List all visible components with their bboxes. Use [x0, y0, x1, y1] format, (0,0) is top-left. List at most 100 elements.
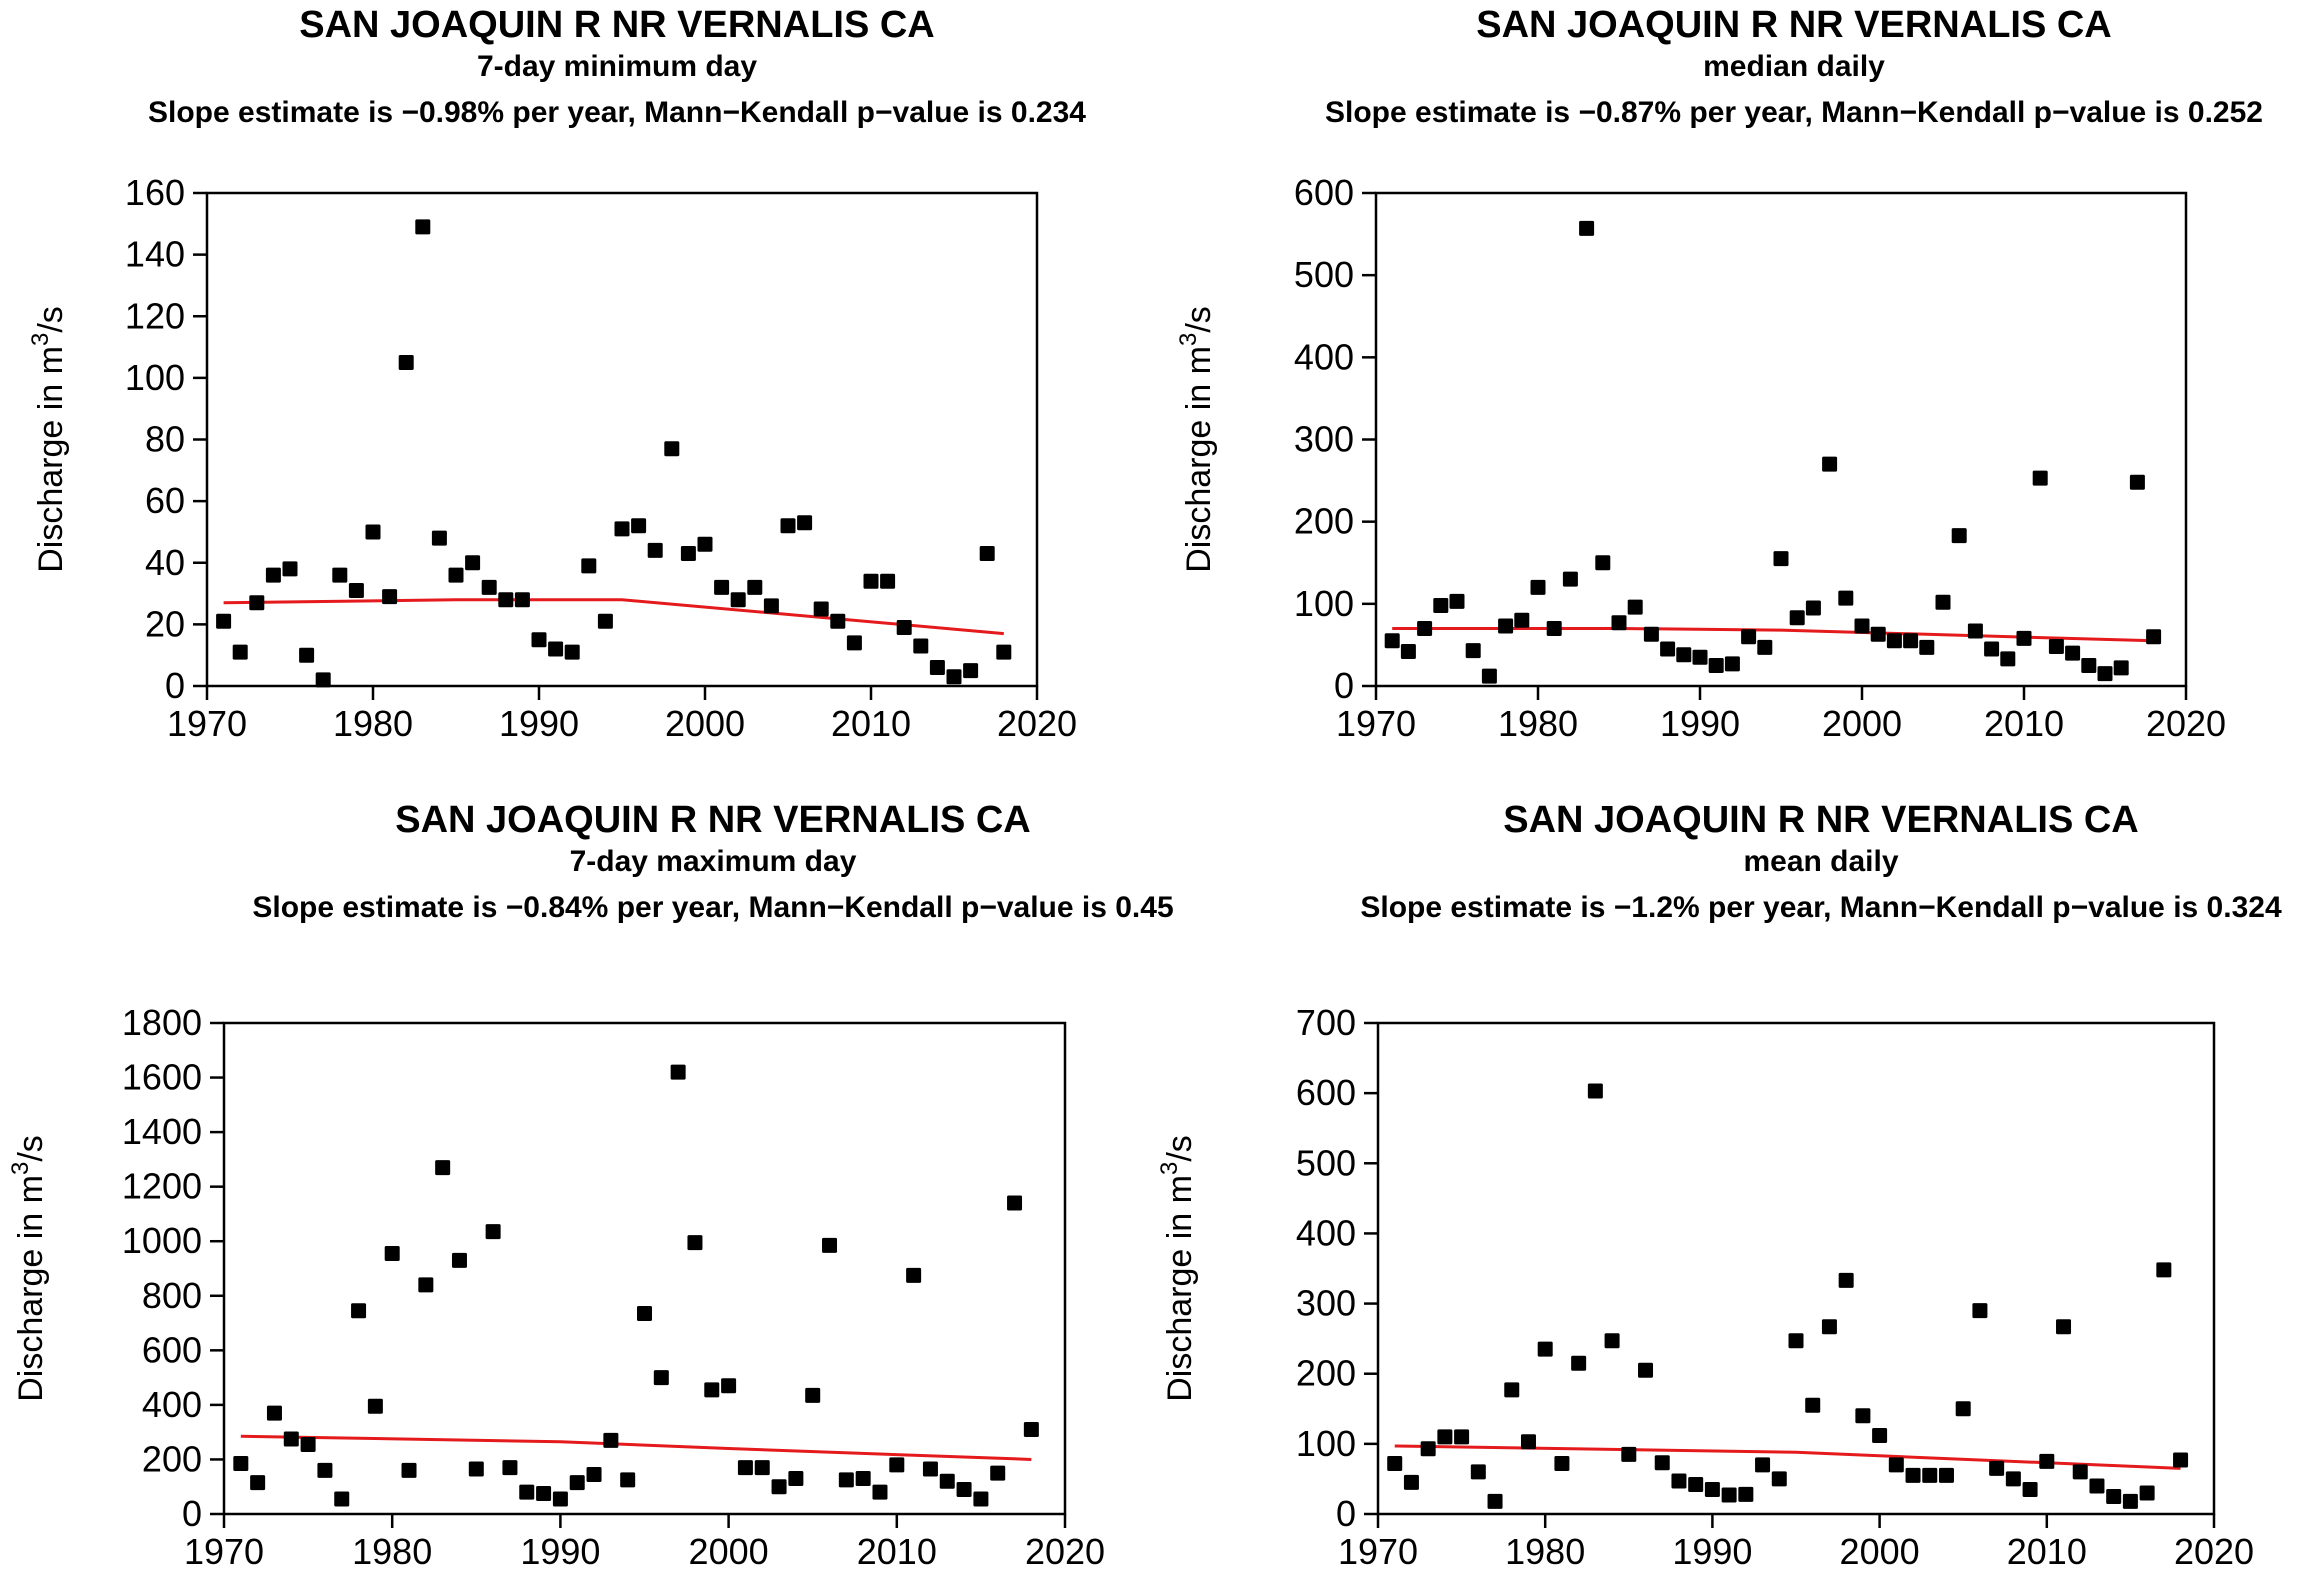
data-point	[332, 567, 348, 583]
x-tick-label: 1990	[1660, 703, 1740, 744]
y-tick-label: 400	[1294, 336, 1354, 377]
chart-annotation: Slope estimate is −1.2% per year, Mann−K…	[1360, 891, 2282, 924]
data-point	[2032, 470, 2048, 486]
x-tick-label: 1990	[520, 1531, 600, 1572]
y-tick-label: 160	[125, 172, 185, 213]
chart-title: SAN JOAQUIN R NR VERNALIS CA	[1476, 4, 2112, 46]
data-point	[498, 592, 514, 608]
data-point	[597, 613, 613, 629]
data-point	[1470, 1464, 1486, 1480]
data-point	[730, 592, 746, 608]
data-point	[334, 1491, 350, 1507]
data-point	[1755, 1457, 1771, 1473]
data-point	[1384, 633, 1400, 649]
x-tick-label: 2000	[1840, 1531, 1920, 1572]
data-point	[1989, 1460, 2005, 1476]
data-point	[1935, 594, 1951, 610]
data-point	[1417, 620, 1433, 636]
data-point	[805, 1387, 821, 1403]
data-point	[536, 1486, 552, 1502]
y-tick-label: 200	[1296, 1353, 1356, 1394]
data-point	[1433, 597, 1449, 613]
data-point	[431, 530, 447, 546]
data-point	[880, 573, 896, 589]
data-point	[1654, 1455, 1670, 1471]
data-point	[531, 632, 547, 648]
data-point	[1514, 612, 1530, 628]
data-point	[1870, 626, 1886, 642]
chart-annotation: Slope estimate is −0.84% per year, Mann−…	[252, 891, 1174, 924]
x-tick-label: 1990	[1672, 1531, 1752, 1572]
chart-title: SAN JOAQUIN R NR VERNALIS CA	[299, 4, 935, 46]
x-tick-label: 2020	[1025, 1531, 1105, 1572]
data-point	[973, 1491, 989, 1507]
data-point	[552, 1491, 568, 1507]
plot-area-frame	[222, 1021, 1067, 1516]
data-point	[889, 1457, 905, 1473]
data-point	[1708, 657, 1724, 673]
trend-line	[240, 1434, 1032, 1461]
data-point	[384, 1245, 400, 1261]
data-point	[1888, 1457, 1904, 1473]
y-tick-label: 0	[1334, 665, 1354, 706]
data-point	[1838, 590, 1854, 606]
x-tick-label: 2000	[689, 1531, 769, 1572]
data-point	[317, 1462, 333, 1478]
y-tick-label: 140	[125, 234, 185, 275]
data-point	[1922, 1467, 1938, 1483]
data-point	[1587, 1083, 1603, 1099]
data-point	[435, 1160, 451, 1176]
data-point	[2005, 1471, 2021, 1487]
y-tick-label: 100	[1296, 1423, 1356, 1464]
y-tick-label: 1200	[122, 1166, 202, 1207]
data-point	[1773, 551, 1789, 567]
data-point	[502, 1460, 518, 1476]
y-tick-label: 300	[1294, 419, 1354, 460]
data-point	[519, 1484, 535, 1500]
data-point	[1454, 1429, 1470, 1445]
data-point	[1571, 1355, 1587, 1371]
data-point	[2097, 666, 2113, 682]
data-point	[2065, 645, 2081, 661]
data-point	[1579, 220, 1595, 236]
y-tick-label: 100	[1294, 583, 1354, 624]
data-point	[481, 579, 497, 595]
data-point	[830, 613, 846, 629]
scatter-plot: 1970 1980 1990 2000 2010 2020 0 200 400 600 800 100…	[7, 1002, 1105, 1572]
y-tick-label: 0	[182, 1493, 202, 1534]
data-point	[913, 638, 929, 654]
data-point	[365, 524, 381, 540]
data-point	[315, 672, 331, 688]
data-point	[548, 641, 564, 657]
data-point	[1498, 618, 1514, 634]
data-point	[670, 1064, 686, 1080]
chart-panel-7day-maximum: SAN JOAQUIN R NR VERNALIS CA 7-day maximu…	[0, 795, 1174, 1590]
data-point	[2113, 660, 2129, 676]
data-point	[2156, 1262, 2172, 1278]
data-point	[382, 589, 398, 605]
y-tick-label: 0	[165, 665, 185, 706]
data-point	[747, 579, 763, 595]
data-point	[1504, 1382, 1520, 1398]
y-tick-label: 300	[1296, 1283, 1356, 1324]
data-point	[1546, 620, 1562, 636]
chart-panel-mean-daily: SAN JOAQUIN R NR VERNALIS CA mean daily Sl…	[1149, 795, 2298, 1590]
y-tick-label: 600	[142, 1329, 202, 1370]
data-point	[996, 644, 1012, 660]
data-point	[2039, 1453, 2055, 1469]
data-point	[855, 1471, 871, 1487]
data-point	[771, 1479, 787, 1495]
data-point	[465, 555, 481, 571]
data-point	[704, 1382, 720, 1398]
data-point	[2146, 629, 2162, 645]
data-point	[2048, 639, 2064, 655]
data-point	[780, 518, 796, 534]
data-point	[232, 644, 248, 660]
data-point	[415, 219, 431, 235]
data-point	[401, 1462, 417, 1478]
y-tick-label: 600	[1294, 172, 1354, 213]
x-tick-label: 2010	[1984, 703, 2064, 744]
chart-subtitle: 7-day maximum day	[569, 845, 857, 878]
chart-title: SAN JOAQUIN R NR VERNALIS CA	[395, 799, 1031, 841]
x-tick-label: 1970	[1338, 1531, 1418, 1572]
